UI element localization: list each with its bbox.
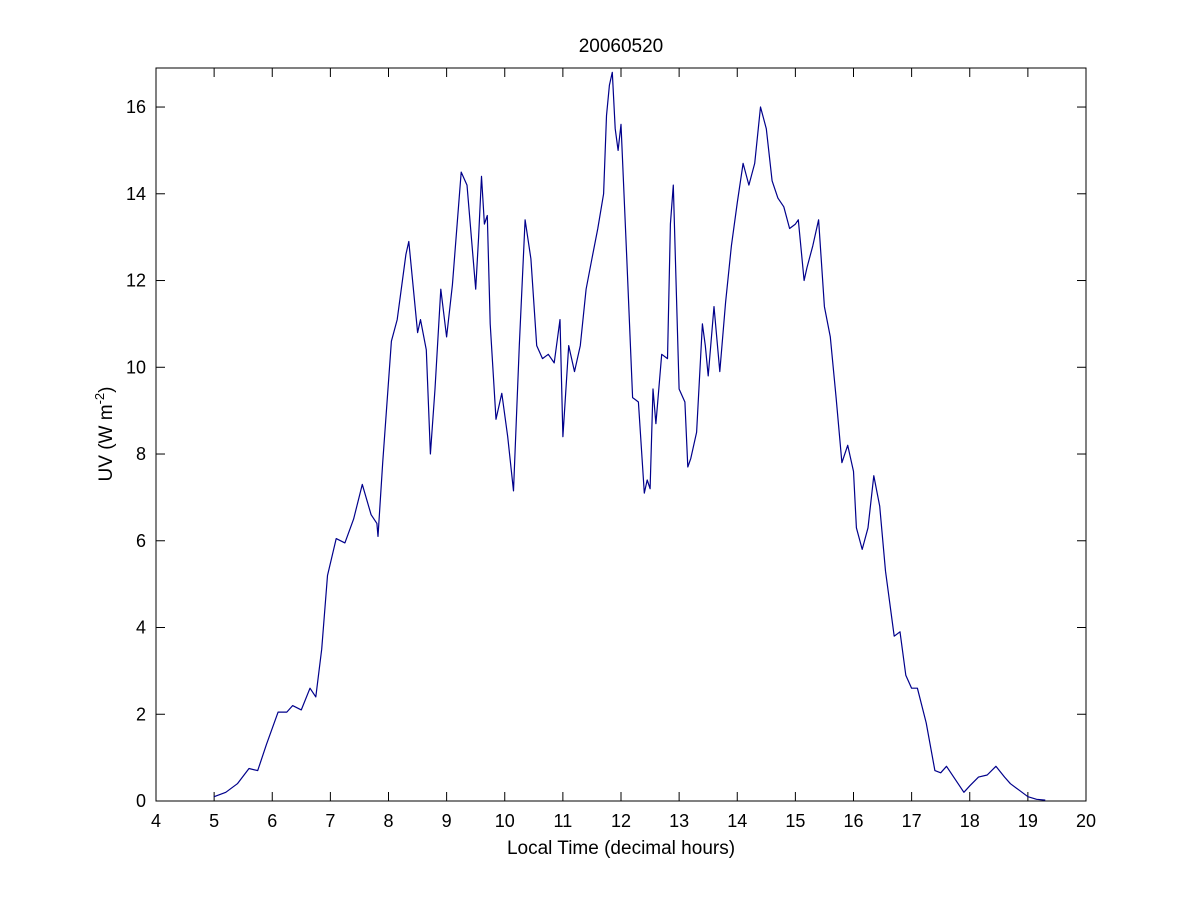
y-axis-label-close: ) <box>96 387 117 393</box>
y-tick-label: 12 <box>126 271 146 291</box>
x-tick-label: 19 <box>1018 811 1038 831</box>
x-tick-label: 20 <box>1076 811 1096 831</box>
x-tick-label: 12 <box>611 811 631 831</box>
y-axis-label-base: UV (W m <box>96 404 117 481</box>
x-tick-label: 7 <box>325 811 335 831</box>
x-tick-label: 8 <box>383 811 393 831</box>
x-tick-label: 5 <box>209 811 219 831</box>
x-axis-label: Local Time (decimal hours) <box>507 838 735 859</box>
y-tick-label: 14 <box>126 184 146 204</box>
x-tick-label: 18 <box>960 811 980 831</box>
x-tick-label: 14 <box>727 811 747 831</box>
y-tick-label: 6 <box>136 531 146 551</box>
y-tick-label: 0 <box>136 791 146 811</box>
y-axis-label: UV (W m-2) <box>92 387 117 482</box>
y-tick-label: 8 <box>136 444 146 464</box>
x-axis-ticks: 4 5 6 7 8 9 10 11 12 13 14 15 16 17 18 19 20 <box>151 68 1096 831</box>
y-tick-label: 2 <box>136 704 146 724</box>
x-tick-label: 4 <box>151 811 161 831</box>
y-tick-label: 10 <box>126 357 146 377</box>
x-tick-label: 16 <box>843 811 863 831</box>
x-tick-label: 15 <box>785 811 805 831</box>
y-axis-label-exponent: -2 <box>92 393 107 405</box>
x-tick-label: 13 <box>669 811 689 831</box>
x-tick-label: 9 <box>442 811 452 831</box>
y-axis-ticks: 0 2 4 6 8 10 12 14 16 <box>126 97 1086 811</box>
y-tick-label: 4 <box>136 618 146 638</box>
x-tick-label: 11 <box>554 811 573 831</box>
uv-series-line <box>213 71 1046 801</box>
x-tick-label: 10 <box>495 811 515 831</box>
series-layer <box>213 71 1046 801</box>
y-tick-label: 16 <box>126 97 146 117</box>
plot-area <box>155 67 1087 802</box>
x-tick-label: 6 <box>267 811 277 831</box>
x-tick-label: 17 <box>902 811 922 831</box>
chart-title: 20060520 <box>579 36 664 57</box>
